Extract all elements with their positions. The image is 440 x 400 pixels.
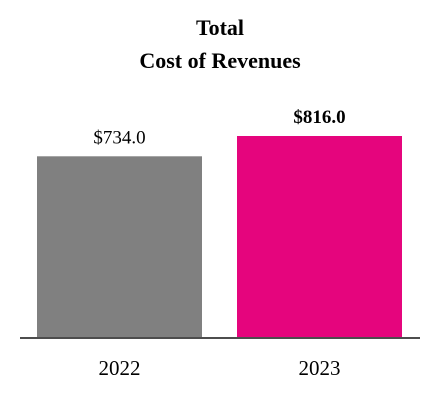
chart-title-line-2: Cost of Revenues bbox=[139, 48, 301, 73]
bars-group bbox=[37, 136, 402, 338]
value-label-2023: $816.0 bbox=[293, 107, 345, 128]
chart-title-line-1: Total bbox=[196, 15, 244, 40]
bar-2022 bbox=[37, 156, 202, 338]
value-label-2022: $734.0 bbox=[93, 127, 145, 148]
bar-2023 bbox=[237, 136, 402, 338]
x-tick-label-2023: 2023 bbox=[299, 356, 341, 380]
labels-group: $734.0 2022 $816.0 2023 bbox=[93, 107, 345, 380]
x-tick-label-2022: 2022 bbox=[99, 356, 141, 380]
